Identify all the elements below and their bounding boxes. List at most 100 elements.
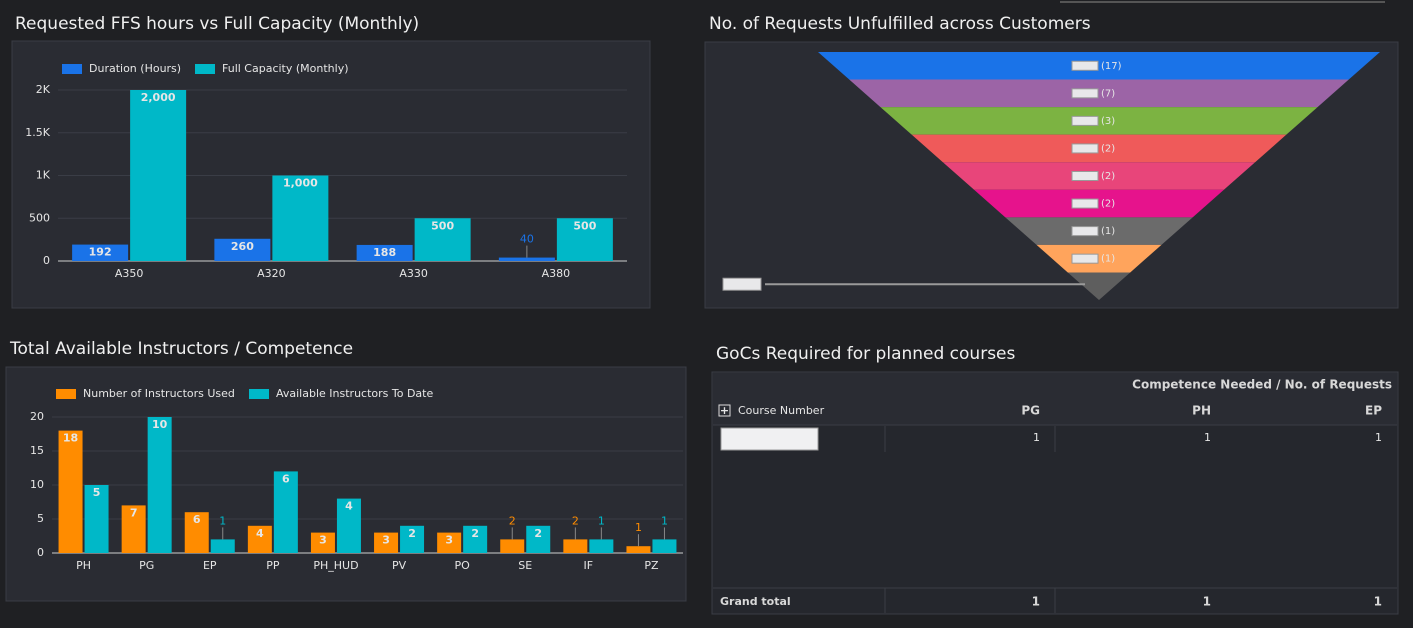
expand-plus: + [720,404,729,417]
legend-swatch [62,64,82,74]
bar [214,238,271,261]
redacted-label [1071,143,1099,154]
cell: 1 [1033,431,1040,444]
data-label: (2) [1101,199,1115,210]
bar [121,505,146,553]
legend-label: Duration (Hours) [89,62,181,75]
x-tick-label: A330 [399,267,428,280]
redacted-label [1071,88,1099,99]
redacted-course [720,427,819,451]
data-label: 4 [345,500,353,513]
funnel-segment [849,79,1349,108]
funnel-segment [880,107,1318,135]
data-label: 2,000 [141,91,176,104]
total-cell: 1 [1203,595,1211,609]
bar [498,257,555,261]
cell: 1 [1204,431,1211,444]
bar [500,539,525,553]
data-label: 7 [130,506,138,519]
total-cell: 1 [1374,595,1382,609]
legend-swatch [56,389,76,399]
chart-title: Total Available Instructors / Competence [9,339,353,359]
redacted-label [1071,171,1099,181]
data-label: (2) [1101,143,1115,154]
data-label: 2 [572,514,579,527]
bar [652,539,677,553]
bar [356,244,413,261]
y-tick-label: 5 [37,512,44,525]
data-label: 40 [520,233,534,246]
funnel-segment [1036,244,1162,273]
x-tick-label: PG [139,559,154,572]
bar [147,417,172,553]
total-cell: 1 [1032,595,1040,609]
redacted-label [1071,253,1099,264]
y-tick-label: 1K [36,169,51,182]
y-tick-label: 20 [30,410,44,423]
data-label: 10 [152,418,168,431]
x-tick-label: PH_HUD [313,559,358,572]
column-header: PG [1021,404,1040,418]
funnel-segment [818,52,1380,80]
y-tick-label: 15 [30,444,44,457]
x-tick-label: IF [584,559,594,572]
bar [563,539,588,553]
table-header: Competence Needed / No. of Requests [1132,378,1392,392]
column-header: Course Number [738,404,825,417]
redacted-label [722,277,762,291]
x-tick-label: PH [76,559,91,572]
bar [210,539,235,553]
x-tick-label: A380 [542,267,571,280]
legend-swatch [195,64,215,74]
y-tick-label: 0 [43,254,50,267]
data-label: (1) [1101,254,1115,265]
legend-label: Full Capacity (Monthly) [222,62,349,75]
legend-label: Number of Instructors Used [83,387,235,400]
data-label: 1 [219,514,226,527]
bar [336,498,361,553]
table-title: GoCs Required for planned courses [716,344,1016,364]
bar [526,525,551,553]
data-label: 4 [256,527,264,540]
y-tick-label: 0 [37,546,44,559]
data-label: 3 [382,534,390,547]
data-label: (1) [1101,226,1115,237]
data-label: 5 [93,486,101,499]
data-label: 1,000 [283,177,318,190]
bar [84,485,109,553]
data-label: 192 [89,246,112,259]
redacted-label [1071,198,1099,209]
legend-swatch [249,389,269,399]
cell: 1 [1375,431,1382,444]
bar [556,218,613,261]
data-label: 3 [445,534,453,547]
data-label: (7) [1101,88,1115,99]
total-label: Grand total [720,595,791,608]
bar [589,539,614,553]
data-label: 188 [373,246,396,259]
y-tick-label: 500 [29,211,50,224]
x-tick-label: PZ [644,559,659,572]
bar [414,218,471,261]
legend-label: Available Instructors To Date [276,387,433,400]
x-tick-label: PO [455,559,471,572]
funnel-segment [1067,272,1131,300]
data-label: 1 [598,514,605,527]
funnel-segment [1005,217,1193,245]
data-label: 3 [319,534,327,547]
bar [247,525,272,553]
column-header: EP [1365,404,1382,418]
data-label: 2 [534,527,542,540]
chart-title: Requested FFS hours vs Full Capacity (Mo… [15,14,419,34]
x-tick-label: A320 [257,267,286,280]
x-tick-label: SE [518,559,532,572]
data-label: 6 [193,513,201,526]
x-tick-label: A350 [115,267,144,280]
x-tick-label: PP [266,559,280,572]
data-label: (17) [1101,61,1122,72]
data-label: 2 [509,514,516,527]
bar [58,430,83,553]
funnel-segment [911,134,1287,163]
bar [184,512,209,553]
